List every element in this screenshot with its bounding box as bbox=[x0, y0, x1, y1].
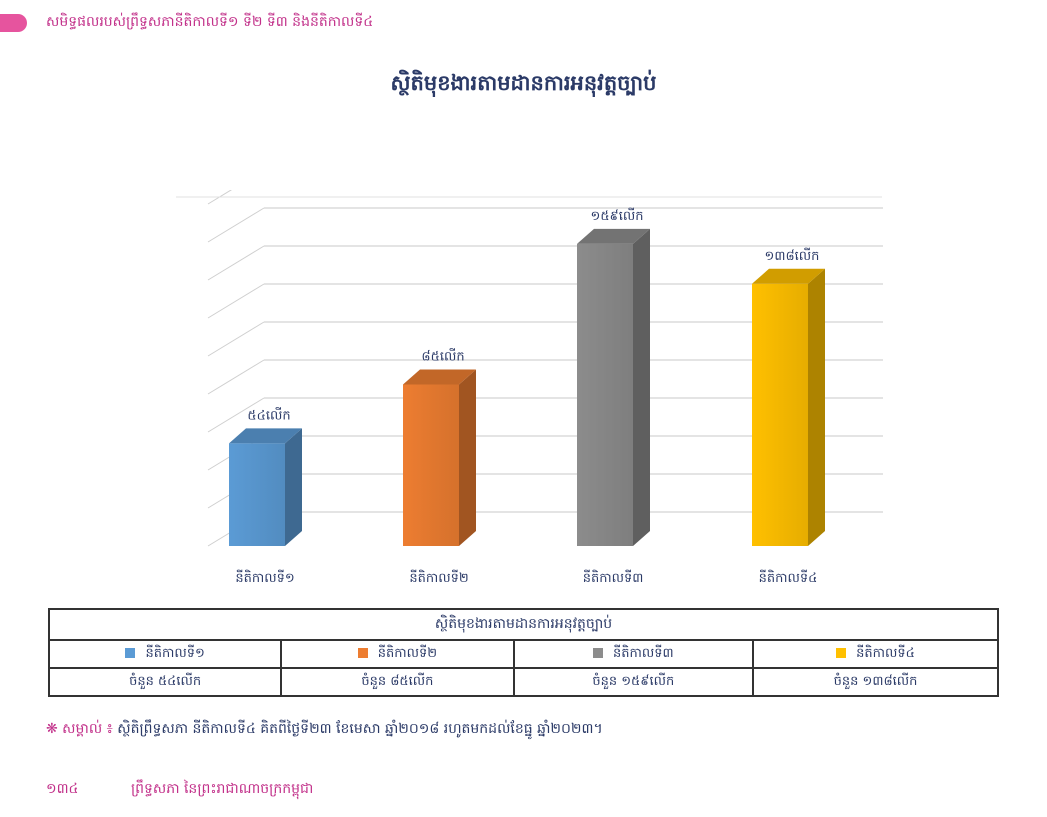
bar-side-1 bbox=[285, 428, 302, 546]
legend-swatch-4 bbox=[836, 648, 847, 658]
legend-cell-1: នីតិកាលទី១ bbox=[47, 639, 283, 669]
data-label-2: ៨៥លើក bbox=[421, 348, 464, 365]
legend-swatch-3 bbox=[592, 648, 603, 658]
legend-swatch-1 bbox=[125, 648, 136, 658]
bar-top-4 bbox=[752, 268, 825, 284]
bar-side-4 bbox=[808, 268, 825, 546]
category-label-4: នីតិកាលទី៤ bbox=[759, 569, 818, 586]
legend-cell-2: នីតិកាលទី២ bbox=[280, 639, 515, 669]
footnote-mark: ❋ សម្គាល់ ៖ bbox=[46, 721, 113, 737]
legend-label-2: នីតិកាលទី២ bbox=[377, 645, 438, 661]
bar-side-3 bbox=[633, 228, 650, 546]
legend-row: នីតិកាលទី១ នីតិកាលទី២ នីតិកាលទី៣ នីតិកាល… bbox=[47, 639, 999, 669]
category-label-3: នីតិកាលទី៣ bbox=[583, 569, 644, 586]
footnote-text: ស្ថិតិព្រឹទ្ធសភា នីតិកាលទី៤ គិតពីថ្ងៃទី២… bbox=[117, 721, 603, 737]
bar-top-1 bbox=[229, 428, 302, 444]
gridline-depth bbox=[207, 283, 265, 319]
legend-table-title: ស្ថិតិមុខងារតាមដានការអនុវត្តច្បាប់ bbox=[48, 608, 999, 641]
footnote: ❋ សម្គាល់ ៖ ស្ថិតិព្រឹទ្ធសភា នីតិកាលទី៤ … bbox=[46, 719, 603, 740]
chart-title: ស្ថិតិមុខងារតាមដានការអនុវត្តច្បាប់ bbox=[390, 71, 657, 95]
count-cell-3: ចំនួន ១៥៩លើក bbox=[512, 667, 755, 697]
page-number: ១៣៤ bbox=[46, 781, 79, 797]
bar-2 bbox=[403, 384, 459, 546]
bar-top-3 bbox=[577, 228, 650, 244]
data-label-4: ១៣៨លើក bbox=[765, 247, 820, 264]
legend-label-3: នីតិកាលទី៣ bbox=[612, 645, 674, 661]
legend-cell-4: នីតិកាលទី៤ bbox=[752, 639, 999, 669]
footer-text: ព្រឹទ្ធសភា នៃព្រះរាជាណាចក្រកម្ពុជា bbox=[130, 781, 314, 797]
gridline-depth bbox=[207, 397, 265, 433]
bar-top-2 bbox=[403, 369, 476, 385]
legend-label-4: នីតិកាលទី៤ bbox=[856, 645, 915, 661]
legend-table: ស្ថិតិមុខងារតាមដានការអនុវត្តច្បាប់ នីតិក… bbox=[47, 608, 999, 697]
count-cell-4: ចំនួន ១៣៨លើក bbox=[752, 667, 999, 697]
header-title: សមិទ្ធផលរបស់ព្រឹទ្ធសភានីតិកាលទី១ ទី២ ទី៣… bbox=[46, 14, 374, 30]
bar-1 bbox=[229, 443, 285, 546]
bar-4 bbox=[752, 283, 808, 546]
category-label-2: នីតិកាលទី២ bbox=[409, 569, 468, 586]
count-row: ចំនួន ៥៤លើក ចំនួន ៨៥លើក ចំនួន ១៥៩លើក ចំន… bbox=[47, 667, 999, 697]
page-footer: ១៣៤ ព្រឹទ្ធសភា នៃព្រះរាជាណាចក្រកម្ពុជា bbox=[46, 779, 313, 800]
legend-cell-3: នីតិកាលទី៣ bbox=[512, 639, 755, 669]
legend-swatch-2 bbox=[357, 648, 368, 658]
header-tab-marker bbox=[0, 14, 27, 32]
bar-side-2 bbox=[459, 369, 476, 546]
gridline-depth bbox=[207, 245, 265, 281]
data-label-3: ១៥៩លើក bbox=[590, 207, 643, 224]
legend-label-1: នីតិកាលទី១ bbox=[145, 645, 205, 661]
category-label-1: នីតិកាលទី១ bbox=[235, 569, 294, 586]
gridline-depth bbox=[207, 359, 265, 395]
data-label-1: ៥៤លើក bbox=[247, 406, 290, 423]
gridline-depth bbox=[207, 190, 233, 205]
gridline-depth bbox=[207, 321, 265, 357]
gridline-depth bbox=[207, 207, 265, 243]
bar-chart: ៥៤លើកនីតិកាលទី១ ៨៥លើកនីតិកាលទី២ ១៥៩លើកនីតិ… bbox=[176, 190, 883, 586]
count-cell-2: ចំនួន ៨៥លើក bbox=[280, 667, 515, 697]
bar-3 bbox=[577, 243, 633, 546]
count-cell-1: ចំនួន ៥៤លើក bbox=[47, 667, 283, 697]
